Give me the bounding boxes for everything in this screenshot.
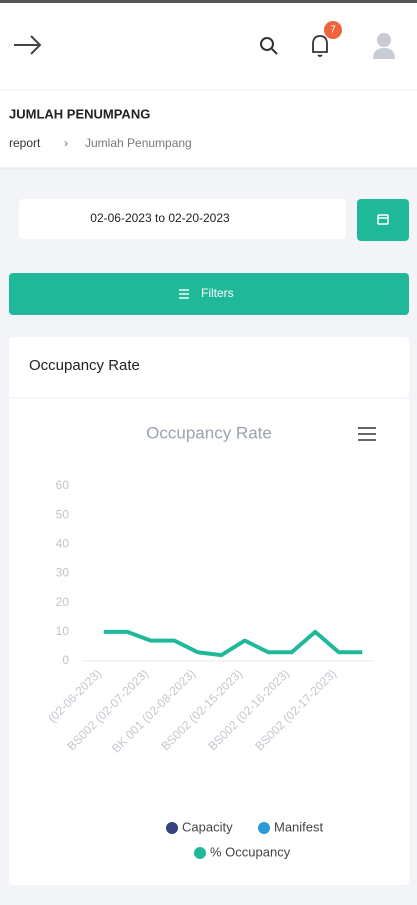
bell-icon[interactable] (312, 35, 328, 57)
breadcrumb-sep: › (64, 136, 68, 150)
y-tick-label: 30 (56, 566, 70, 580)
filters-label: Filters (201, 286, 234, 300)
calendar-icon (377, 214, 389, 225)
page-title: JUMLAH PENUMPANG (9, 106, 150, 121)
card-title: Occupancy Rate (29, 357, 140, 374)
legend-label: Manifest (274, 819, 324, 834)
breadcrumb-item: Jumlah Penumpang (85, 136, 192, 150)
legend-marker (166, 822, 178, 834)
header-bg (0, 0, 417, 168)
chart-title: Occupancy Rate (146, 423, 272, 442)
y-tick-label: 60 (56, 478, 70, 492)
y-tick-label: 20 (56, 595, 70, 609)
back-arrow[interactable] (14, 35, 42, 55)
calendar-button[interactable] (357, 199, 409, 241)
y-tick-label: 40 (56, 537, 70, 551)
date-range: 02-06-2023 to 02-20-2023 (90, 211, 230, 225)
breadcrumb-item[interactable]: report (9, 136, 41, 150)
card (9, 337, 409, 885)
filters-icon (179, 289, 189, 299)
legend-marker (194, 847, 206, 859)
y-tick-label: 0 (62, 653, 69, 667)
legend-marker (258, 822, 270, 834)
line-series (103, 629, 363, 658)
y-tick-label: 10 (56, 624, 70, 638)
filters-button[interactable] (9, 273, 409, 315)
top-border (0, 0, 417, 3)
legend-label: Capacity (182, 819, 233, 834)
search-icon[interactable] (260, 37, 278, 55)
chart-menu[interactable] (358, 427, 376, 441)
badge-count: 7 (330, 25, 336, 36)
legend-label: % Occupancy (210, 844, 291, 859)
y-tick-label: 50 (56, 507, 70, 521)
user-avatar[interactable] (373, 33, 395, 59)
badge (324, 21, 342, 39)
date-input[interactable] (19, 199, 346, 239)
